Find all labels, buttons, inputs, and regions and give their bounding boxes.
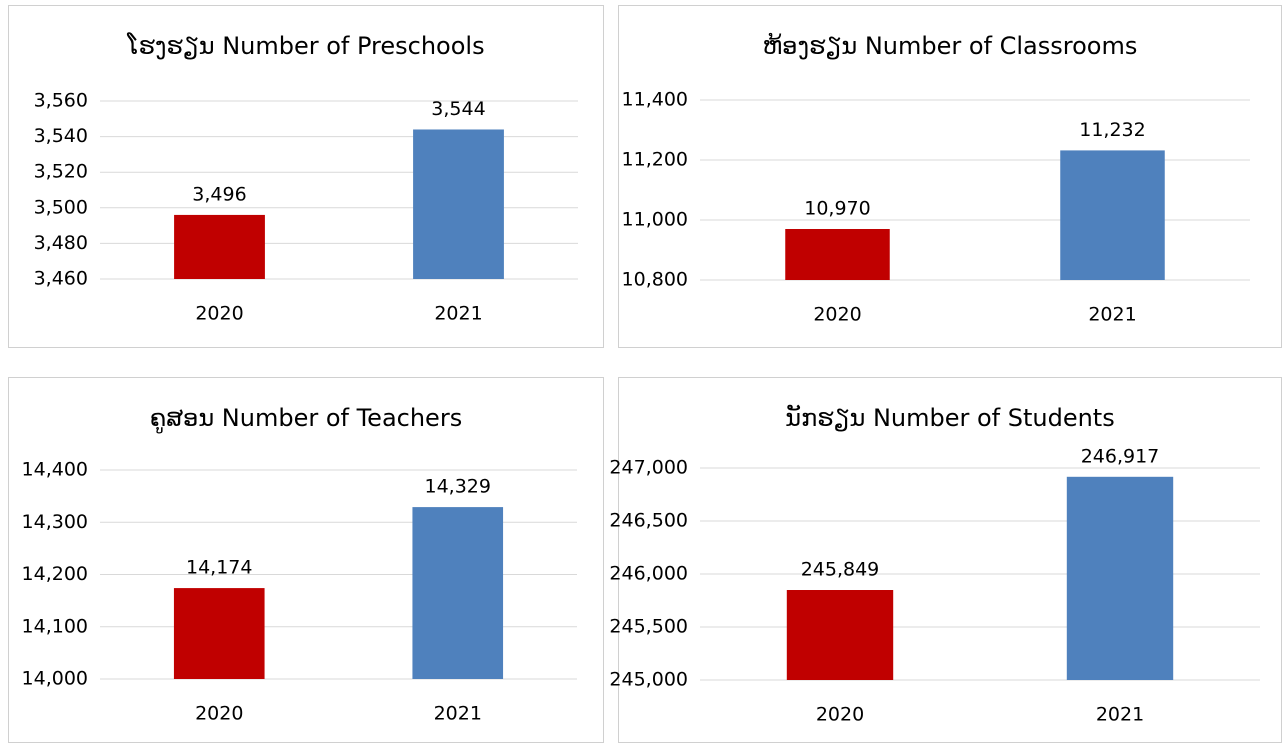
y-tick-label: 11,000 [622,209,688,231]
chart-panel [8,5,604,348]
data-label: 246,917 [1081,445,1160,467]
x-tick-label: 2020 [195,303,243,325]
x-tick-label: 2021 [1088,304,1136,326]
chart-panel [618,5,1282,348]
bar [786,590,894,680]
data-label: 3,496 [192,183,246,205]
chart-title: ນັກຮຽນ Number of Students [785,403,1114,432]
y-tick-label: 3,560 [34,90,88,112]
bar [785,229,890,280]
bar [413,129,504,279]
chart-title: ຄູສອນ Number of Teachers [150,404,462,434]
y-tick-label: 3,480 [34,232,88,254]
y-tick-label: 14,400 [22,459,88,481]
y-tick-label: 246,000 [609,563,688,585]
bar [412,507,504,679]
x-tick-label: 2020 [195,703,243,725]
chart-panel [618,377,1282,743]
x-tick-label: 2021 [1096,704,1144,726]
y-tick-label: 245,500 [609,616,688,638]
bar [1066,476,1174,680]
y-tick-label: 3,520 [34,161,88,183]
y-tick-label: 3,500 [34,196,88,218]
data-label: 11,232 [1079,119,1145,141]
y-tick-label: 10,800 [622,269,688,291]
bar [1060,150,1165,280]
y-tick-label: 3,540 [34,125,88,147]
data-label: 14,174 [186,557,252,579]
y-tick-label: 14,200 [22,563,88,585]
data-label: 10,970 [804,198,870,220]
x-tick-label: 2020 [816,704,864,726]
x-tick-label: 2020 [813,304,861,326]
y-tick-label: 245,000 [609,669,688,691]
bar [174,214,265,279]
data-label: 245,849 [801,559,880,581]
bar [173,588,265,679]
chart-title: ຫ້ອງຮຽນ Number of Classrooms [763,32,1138,60]
y-tick-label: 14,000 [22,668,88,690]
x-tick-label: 2021 [434,303,482,325]
y-tick-label: 3,460 [34,268,88,290]
x-tick-label: 2021 [434,703,482,725]
chart-title: ໂຮງຮຽນ Number of Preschools [126,32,484,60]
y-tick-label: 247,000 [609,457,688,479]
y-tick-label: 14,300 [22,511,88,533]
data-label: 14,329 [425,476,491,498]
y-tick-label: 14,100 [22,615,88,637]
data-label: 3,544 [431,98,485,120]
y-tick-label: 11,400 [622,89,688,111]
y-tick-label: 11,200 [622,149,688,171]
chart-panel [8,377,604,743]
y-tick-label: 246,500 [609,510,688,532]
